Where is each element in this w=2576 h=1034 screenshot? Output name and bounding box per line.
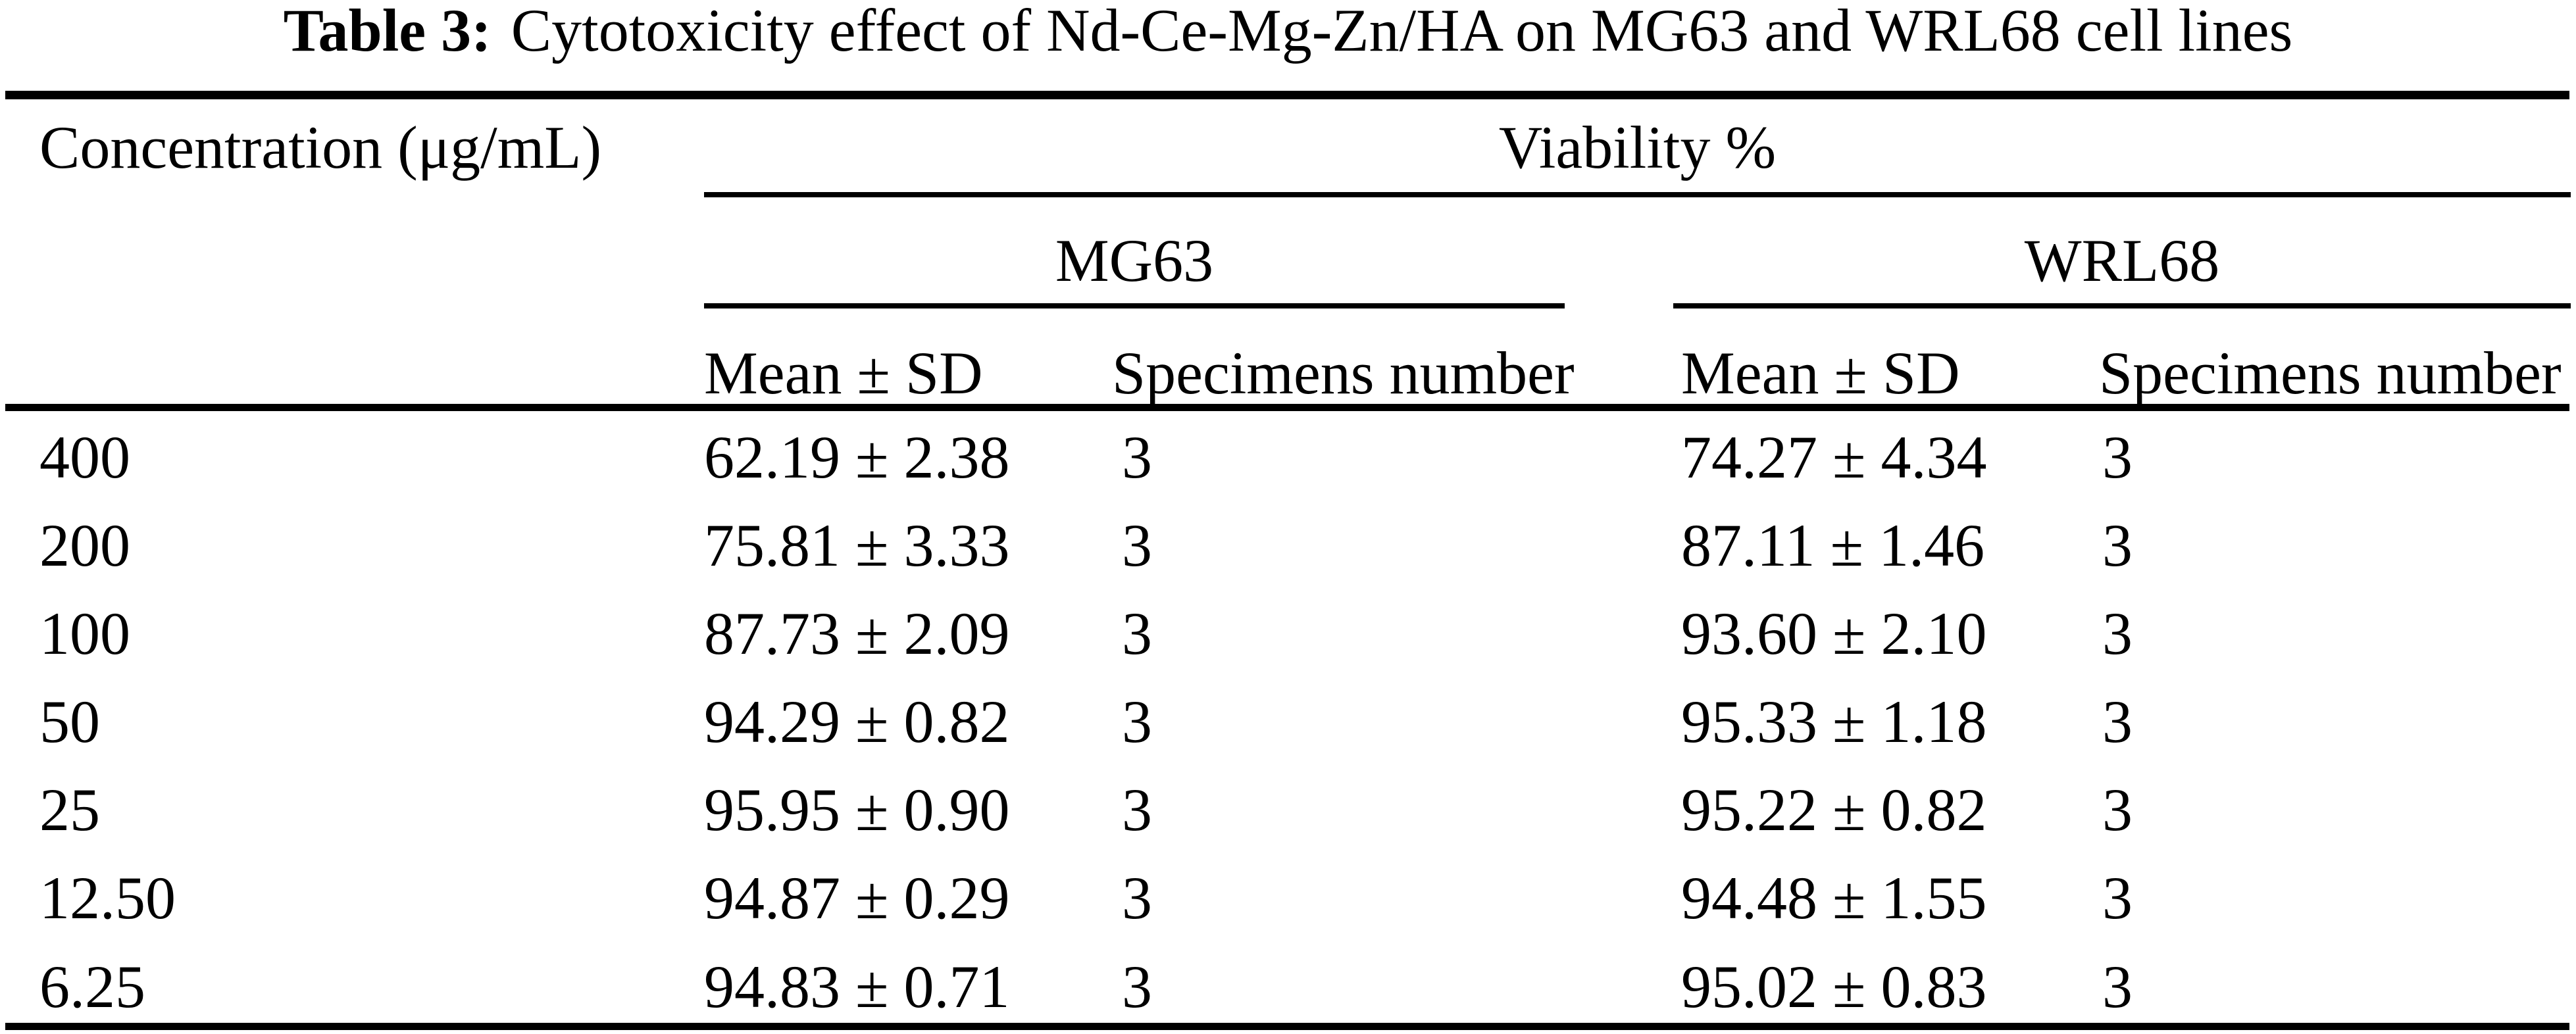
header-bottom-rule — [5, 404, 2569, 411]
group-header-wrl68: WRL68 — [2024, 227, 2220, 294]
cell-mg63-mean: 62.19 ± 2.38 — [704, 424, 1010, 491]
cell-mg63-n: 3 — [1122, 776, 1152, 843]
cell-mg63-n: 3 — [1122, 600, 1152, 667]
cell-wrl68-n: 3 — [2102, 688, 2133, 755]
cell-mg63-n: 3 — [1122, 953, 1152, 1020]
cell-wrl68-mean: 95.02 ± 0.83 — [1681, 953, 1987, 1020]
cell-mg63-n: 3 — [1122, 512, 1152, 579]
cell-wrl68-mean: 95.33 ± 1.18 — [1681, 688, 1987, 755]
wrl68-mean-sd-header: Mean ± SD — [1681, 339, 1960, 406]
cell-concentration: 50 — [39, 688, 100, 755]
mg63-mean-sd-header: Mean ± SD — [704, 339, 983, 406]
cell-wrl68-mean: 74.27 ± 4.34 — [1681, 424, 1987, 491]
viability-underline — [704, 192, 2571, 197]
mg63-specimens-header: Specimens number — [1112, 339, 1575, 406]
concentration-header: Concentration (μg/mL) — [39, 114, 602, 181]
cell-mg63-mean: 75.81 ± 3.33 — [704, 512, 1010, 579]
cell-concentration: 12.50 — [39, 864, 176, 931]
cell-wrl68-mean: 94.48 ± 1.55 — [1681, 864, 1987, 931]
bottom-rule — [5, 1023, 2569, 1030]
cell-concentration: 6.25 — [39, 953, 145, 1020]
cell-wrl68-n: 3 — [2102, 600, 2133, 667]
cell-mg63-mean: 95.95 ± 0.90 — [704, 776, 1010, 843]
cell-concentration: 25 — [39, 776, 100, 843]
cell-mg63-mean: 94.87 ± 0.29 — [704, 864, 1010, 931]
cell-wrl68-n: 3 — [2102, 776, 2133, 843]
table-caption-label: Table 3: — [283, 0, 492, 64]
cell-wrl68-mean: 93.60 ± 2.10 — [1681, 600, 1987, 667]
wrl68-underline — [1673, 303, 2571, 308]
cell-concentration: 200 — [39, 512, 130, 579]
cell-mg63-mean: 94.83 ± 0.71 — [704, 953, 1010, 1020]
cell-wrl68-mean: 87.11 ± 1.46 — [1681, 512, 1985, 579]
cell-wrl68-n: 3 — [2102, 424, 2133, 491]
top-rule — [5, 91, 2569, 99]
table-caption-text: Cytotoxicity effect of Nd-Ce-Mg-Zn/HA on… — [511, 0, 2293, 64]
cell-concentration: 400 — [39, 424, 130, 491]
cell-wrl68-mean: 95.22 ± 0.82 — [1681, 776, 1987, 843]
mg63-underline — [704, 303, 1565, 308]
cell-mg63-n: 3 — [1122, 864, 1152, 931]
cell-wrl68-n: 3 — [2102, 953, 2133, 1020]
cell-wrl68-n: 3 — [2102, 512, 2133, 579]
cell-mg63-n: 3 — [1122, 424, 1152, 491]
cell-mg63-mean: 87.73 ± 2.09 — [704, 600, 1010, 667]
viability-header: Viability % — [1498, 114, 1777, 181]
cell-mg63-mean: 94.29 ± 0.82 — [704, 688, 1010, 755]
group-header-mg63: MG63 — [1055, 227, 1214, 294]
table-caption: Table 3: Cytotoxicity effect of Nd-Ce-Mg-… — [0, 0, 2576, 61]
cell-concentration: 100 — [39, 600, 130, 667]
wrl68-specimens-header: Specimens number — [2099, 339, 2562, 406]
cell-wrl68-n: 3 — [2102, 864, 2133, 931]
cell-mg63-n: 3 — [1122, 688, 1152, 755]
